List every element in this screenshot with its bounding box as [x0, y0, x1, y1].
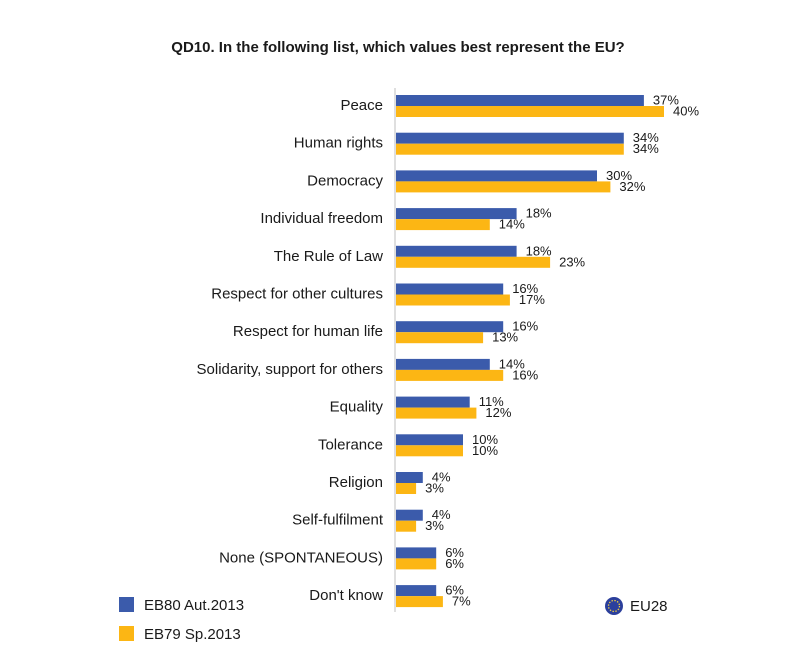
category-label: None (SPONTANEOUS): [219, 549, 383, 566]
scope-label: EU28: [630, 598, 668, 615]
bar-eb80: [396, 208, 517, 220]
bar-eb79: [396, 219, 490, 231]
category-label: Solidarity, support for others: [197, 361, 383, 378]
bar-eb79: [396, 445, 463, 457]
legend-swatch: [119, 626, 134, 641]
legend: EB80 Aut.2013 EB79 Sp.2013: [119, 597, 244, 643]
value-label-eb80: 34%: [633, 130, 659, 145]
value-label-eb79: 14%: [499, 217, 525, 232]
chart-rows: Peace 37%40% Human rights 34%34% Democracy 30…: [197, 93, 700, 609]
value-label-eb80: 6%: [445, 583, 464, 598]
value-label-eb79: 34%: [633, 141, 659, 156]
value-label-eb79: 17%: [519, 292, 545, 307]
value-label-eb79: 16%: [512, 367, 538, 382]
category-row: Respect for human life 16%13%: [233, 319, 539, 345]
value-label-eb79: 10%: [472, 443, 498, 458]
category-label: Religion: [329, 474, 383, 491]
value-label-eb80: 16%: [512, 281, 538, 296]
value-label-eb79: 6%: [445, 556, 464, 571]
bar-eb80: [396, 509, 423, 521]
category-label: Respect for human life: [233, 323, 383, 340]
bar-eb80: [396, 358, 490, 370]
bar-eb79: [396, 369, 504, 381]
category-row: Solidarity, support for others 14%16%: [197, 356, 539, 382]
chart-title: QD10. In the following list, which value…: [171, 39, 624, 56]
value-label-eb79: 12%: [485, 405, 511, 420]
value-label-eb79: 13%: [492, 330, 518, 345]
category-label: Tolerance: [318, 436, 383, 453]
bar-eb79: [396, 558, 437, 570]
bar-eb80: [396, 585, 437, 597]
category-label: Self-fulfilment: [292, 512, 384, 529]
value-label-eb80: 18%: [526, 206, 552, 221]
value-label-eb79: 40%: [673, 104, 699, 119]
category-row: Respect for other cultures 16%17%: [211, 281, 545, 307]
bar-eb79: [396, 143, 624, 155]
category-row: Individual freedom 18%14%: [260, 206, 552, 232]
value-label-eb80: 30%: [606, 168, 632, 183]
category-label: Peace: [340, 97, 383, 114]
bar-eb80: [396, 95, 644, 106]
bar-eb80: [396, 472, 423, 483]
value-label-eb80: 4%: [432, 470, 451, 485]
bar-eb79: [396, 256, 551, 268]
value-label-eb80: 11%: [479, 394, 504, 409]
value-label-eb79: 3%: [425, 518, 444, 533]
value-label-eb80: 16%: [512, 319, 538, 334]
category-label: Human rights: [294, 135, 383, 152]
category-row: None (SPONTANEOUS) 6%6%: [219, 545, 464, 571]
eu-flag-icon: [605, 597, 623, 615]
value-label-eb79: 7%: [452, 594, 471, 609]
value-label-eb79: 32%: [619, 179, 645, 194]
bar-eb80: [396, 245, 517, 257]
legend-label: EB79 Sp.2013: [144, 626, 241, 643]
bar-eb79: [396, 483, 417, 494]
category-label: Democracy: [307, 172, 383, 189]
category-label: Equality: [330, 399, 384, 416]
bar-eb79: [396, 294, 510, 306]
category-row: Religion 4%3%: [329, 470, 451, 496]
bar-eb80: [396, 434, 463, 446]
category-row: Democracy 30%32%: [307, 168, 646, 194]
bar-eb79: [396, 106, 664, 117]
bar-eb80: [396, 396, 470, 408]
category-row: Don't know 6%7%: [309, 583, 471, 609]
bar-eb80: [396, 132, 624, 144]
bar-eb80: [396, 283, 504, 295]
bar-eb80: [396, 170, 597, 182]
legend-label: EB80 Aut.2013: [144, 597, 244, 614]
value-label-eb80: 6%: [445, 545, 464, 560]
value-label-eb80: 14%: [499, 356, 525, 371]
bar-eb79: [396, 181, 611, 193]
bar-eb80: [396, 321, 504, 333]
value-label-eb79: 23%: [559, 254, 585, 269]
category-row: Tolerance 10%10%: [318, 432, 499, 458]
bar-eb80: [396, 547, 437, 559]
category-label: Don't know: [309, 587, 383, 604]
bar-eb79: [396, 407, 477, 419]
value-label-eb80: 10%: [472, 432, 498, 447]
value-label-eb80: 37%: [653, 93, 679, 108]
category-label: Individual freedom: [260, 210, 383, 227]
category-label: The Rule of Law: [274, 248, 383, 265]
bar-eb79: [396, 596, 443, 608]
bar-eb79: [396, 332, 484, 344]
value-label-eb79: 3%: [425, 481, 444, 496]
value-label-eb80: 4%: [432, 507, 451, 522]
value-label-eb80: 18%: [526, 243, 552, 258]
category-row: Human rights 34%34%: [294, 130, 659, 156]
bar-eb79: [396, 520, 417, 532]
category-label: Respect for other cultures: [211, 286, 383, 303]
category-row: Peace 37%40%: [340, 93, 699, 119]
scope-badge: EU28: [605, 597, 668, 615]
category-row: The Rule of Law 18% 23%: [274, 243, 586, 269]
category-row: Equality 11%12%: [330, 394, 512, 420]
legend-swatch: [119, 597, 134, 612]
category-row: Self-fulfilment 4%3%: [292, 507, 451, 533]
